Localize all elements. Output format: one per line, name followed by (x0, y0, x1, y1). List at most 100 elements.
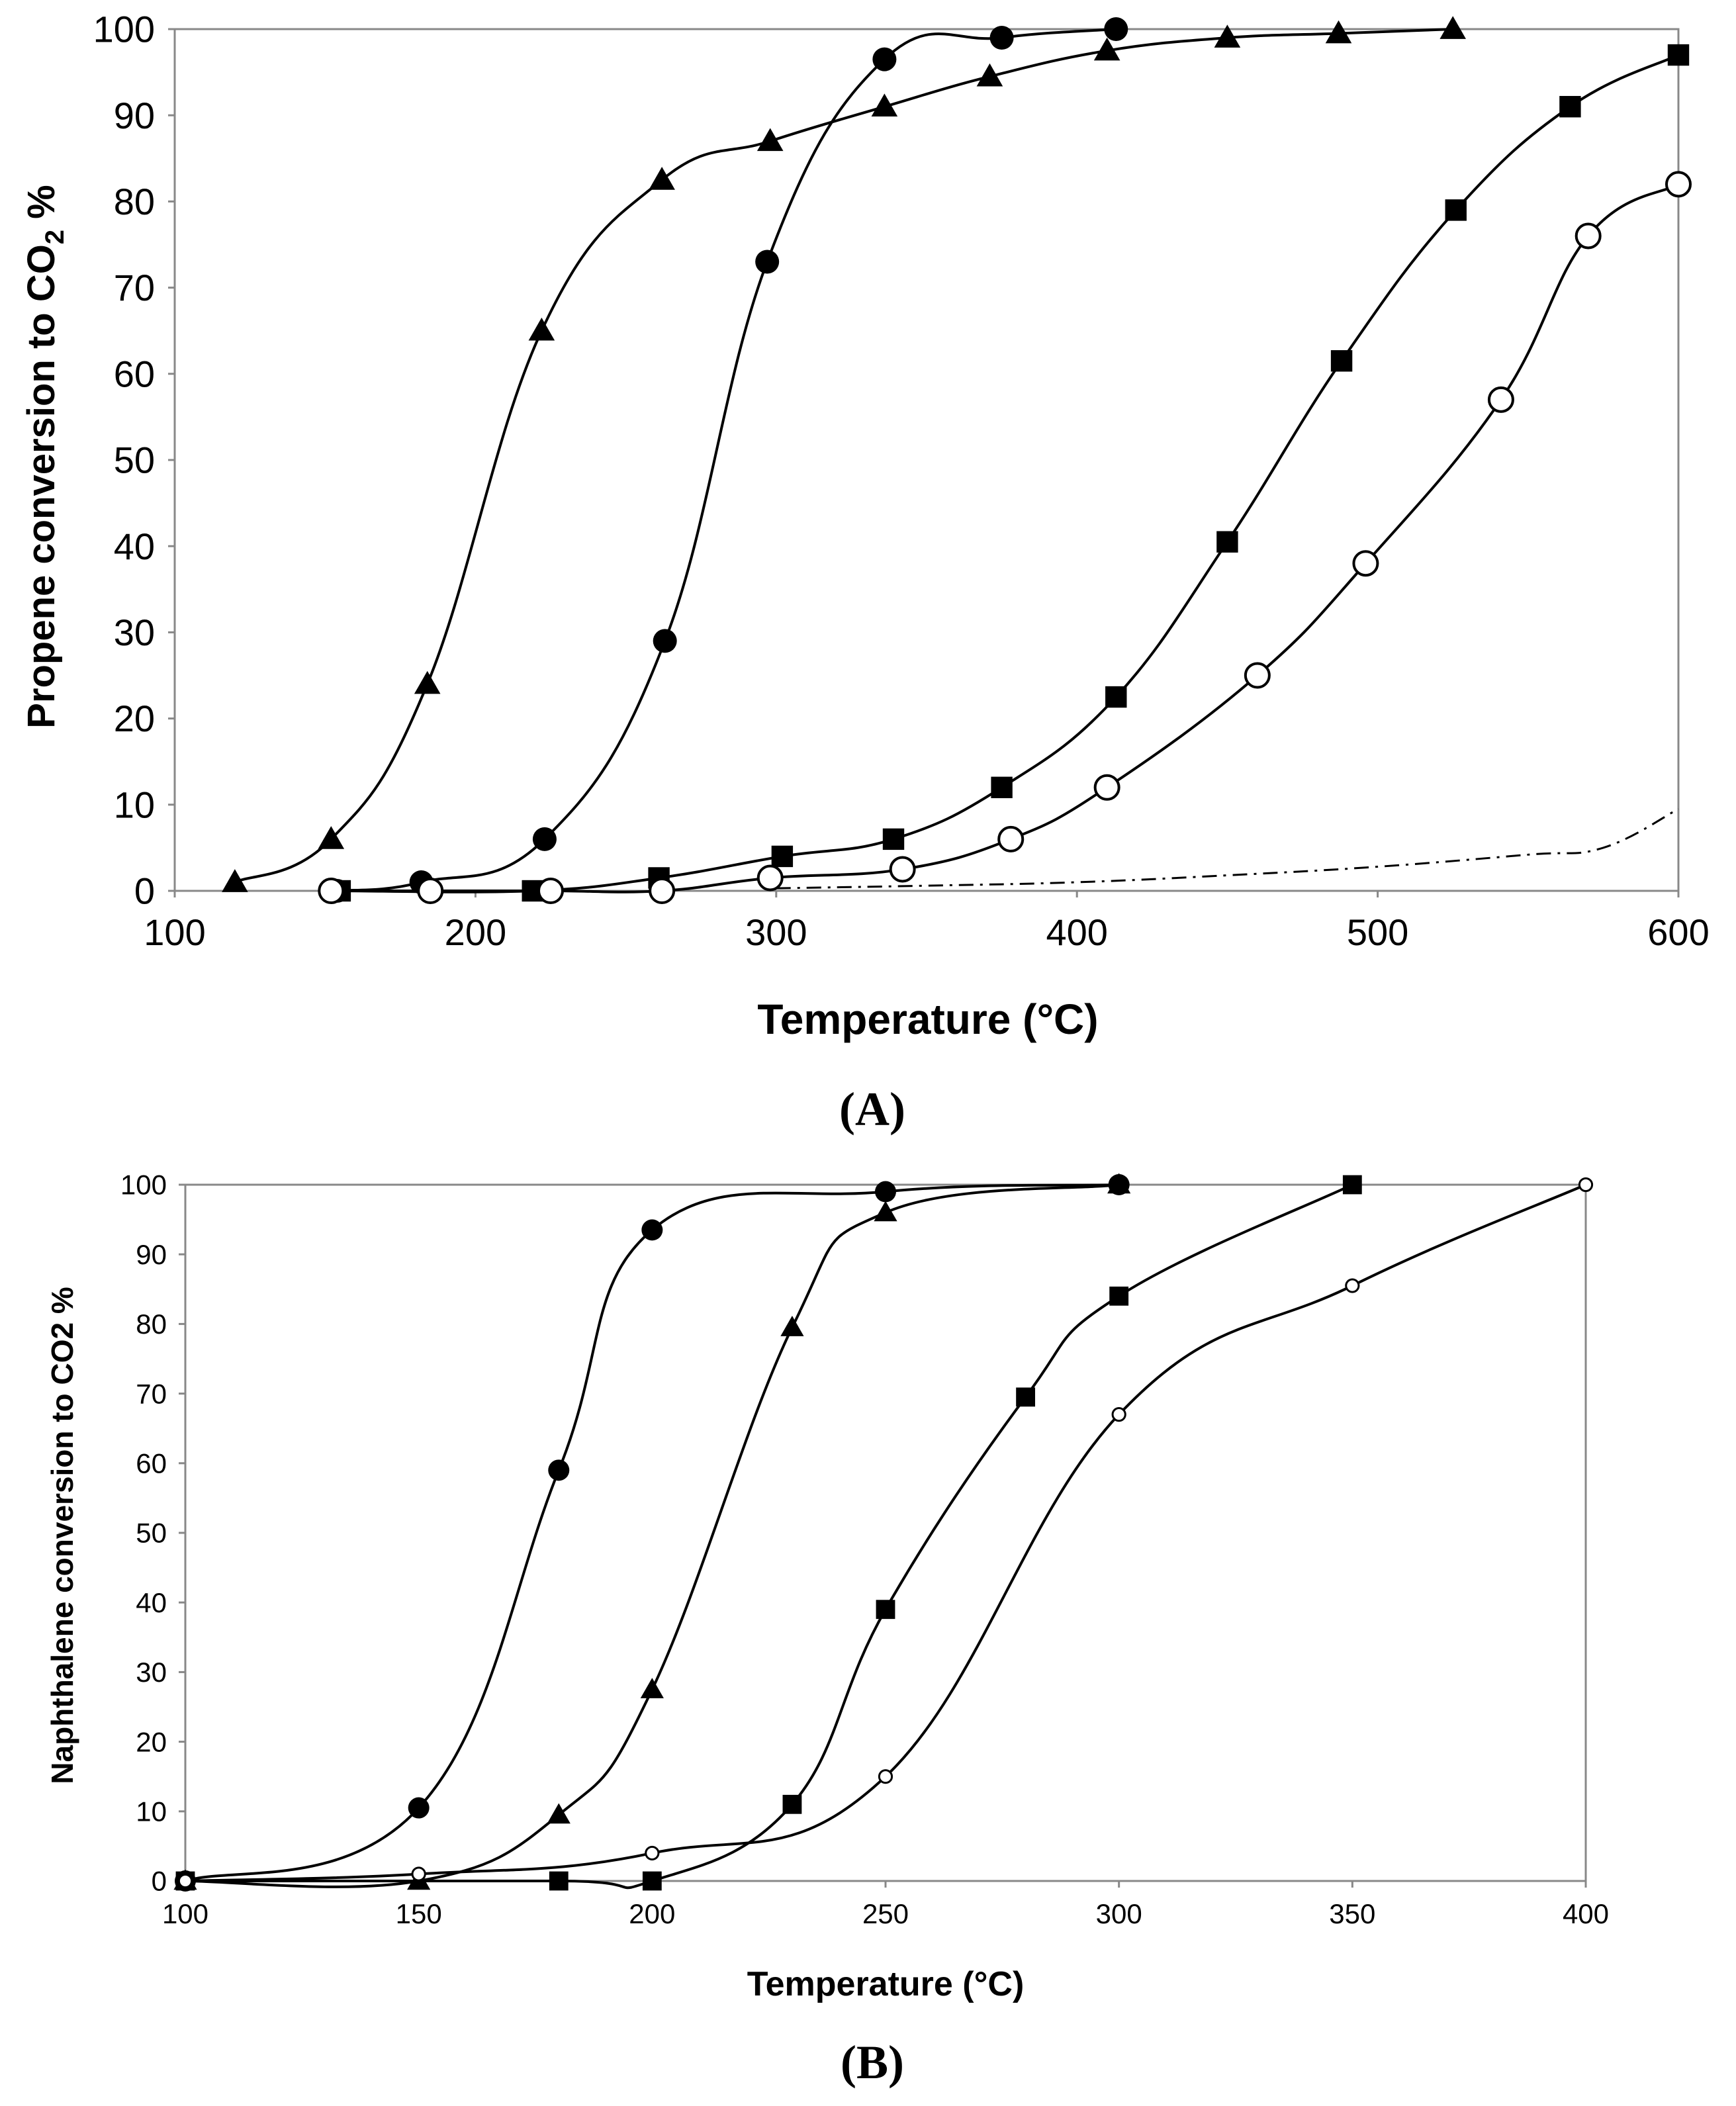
chart-a-y-tick-label: 50 (114, 439, 155, 481)
chart-a-series-circle-open-marker (756, 864, 784, 892)
chart-b-series-circle-open-marker (411, 1866, 426, 1882)
chart-b-y-tick-label: 90 (136, 1239, 167, 1270)
chart-a-x-tick-label: 200 (445, 911, 506, 953)
chart-b-panel-label: (B) (841, 2036, 904, 2089)
chart-b-series-circle-filled (175, 1174, 1130, 1892)
chart-a-series-triangle-marker (649, 167, 675, 190)
chart-b-x-tick-label: 300 (1096, 1898, 1142, 1929)
chart-b: 0 10 20 30 40 50 60 70 80 90 100 100 150 200 250 300 35… (45, 1169, 1609, 2089)
chart-a-series-circle-open-marker (1665, 171, 1692, 198)
chart-a-series-triangle-marker (976, 63, 1003, 87)
chart-a-y-tick-label: 90 (114, 95, 155, 136)
chart-a-series-circle-open-marker (889, 856, 916, 883)
chart-b-y-tick-label: 100 (120, 1169, 167, 1201)
chart-a-series-circle-open-marker (318, 878, 345, 904)
chart-a-series-circle-open-marker (1575, 222, 1602, 250)
chart-b-x-tick-label: 400 (1563, 1898, 1609, 1929)
chart-b-y-tick-label: 20 (136, 1726, 167, 1757)
chart-a-series-triangle-marker (528, 317, 555, 341)
chart-a-series-square-line (340, 54, 1679, 893)
chart-b-series-circle-open-marker (1111, 1407, 1126, 1422)
chart-a-x-tick-label: 400 (1046, 911, 1107, 953)
chart-b-y-tick-label: 40 (136, 1587, 167, 1618)
chart-a-panel-label: (A) (839, 1083, 905, 1136)
chart-a-series-square-marker (991, 776, 1013, 798)
chart-a-series-triangle-line (234, 28, 1453, 884)
chart-b-y-tick-label: 0 (152, 1866, 167, 1897)
chart-b-series-triangle (173, 1173, 1131, 1890)
chart-b-series-triangle-line (185, 1183, 1119, 1888)
chart-a-series-dash-dot-line (776, 807, 1679, 890)
chart-b-x-tick-label: 200 (629, 1898, 675, 1929)
chart-b-series-square-marker (1109, 1286, 1129, 1306)
chart-a-series-square-marker (1105, 686, 1127, 708)
chart-a-y-tick-label: 60 (114, 353, 155, 394)
chart-a-series-triangle (222, 16, 1466, 892)
chart-a-series-circle-open-marker (1244, 662, 1271, 689)
chart-a-series-circle-filled-marker (532, 827, 557, 851)
chart-a-series-square-marker (1445, 199, 1467, 221)
chart-b-series-circle-open (177, 1177, 1594, 1889)
chart-a-series-circle-open-marker (537, 878, 564, 904)
chart-a-series-square-marker (1667, 44, 1690, 66)
chart-b-x-tick-label: 100 (162, 1898, 208, 1929)
chart-a-x-tick-label: 300 (745, 911, 807, 953)
chart-a-x-tick-label: 100 (144, 911, 205, 953)
chart-a-x-tick-label: 600 (1647, 911, 1709, 953)
chart-b-series-circle-open-marker (645, 1845, 660, 1861)
chart-a-series-triangle-marker (1439, 16, 1466, 39)
chart-a-series-square-marker (882, 828, 905, 850)
chart-a-series-triangle-marker (222, 869, 248, 892)
chart-b-series-circle-filled-marker (548, 1459, 570, 1481)
chart-a-y-tick-label: 80 (114, 181, 155, 222)
chart-a-series-circle-open-marker (1487, 386, 1514, 413)
chart-a-y-axis-label-main: Propene conversion to CO (20, 244, 63, 729)
chart-b-series-circle-open-marker (177, 1873, 193, 1889)
chart-b-series-circle-filled-line (185, 1183, 1119, 1882)
chart-b-series-circle-filled-marker (641, 1219, 663, 1241)
chart-a-y-tick-label: 20 (114, 698, 155, 739)
chart-a-series-circle-open-marker (1352, 550, 1379, 577)
chart-b-series-triangle-marker (874, 1201, 897, 1222)
chart-a-series-triangle-marker (414, 670, 441, 694)
chart-a-y-tick-label: 100 (93, 9, 155, 50)
chart-b-series-square-line (185, 1183, 1353, 1890)
chart-a-series-circle-open-marker (997, 825, 1025, 852)
chart-a-series-triangle-marker (1214, 24, 1241, 48)
chart-a-y-axis-label-suffix: % (20, 185, 63, 230)
chart-b-y-axis-label: Naphthalene conversion to CO2 % (45, 1287, 79, 1784)
chart-a-series-circle-open-marker (417, 878, 444, 904)
chart-a-series-square-marker (771, 845, 794, 868)
chart-a-series-circle-filled-marker (989, 26, 1014, 50)
chart-a-y-tick-label: 40 (114, 526, 155, 567)
chart-b-series-triangle-marker (1107, 1173, 1131, 1194)
chart-a-x-tick-label: 500 (1347, 911, 1408, 953)
chart-b-y-tick-label: 60 (136, 1448, 167, 1479)
chart-a-y-tick-label: 0 (134, 870, 155, 912)
chart-b-series-square-marker (642, 1871, 662, 1891)
chart-a-series-circle-open-marker (1093, 774, 1120, 801)
chart-b-x-axis-label: Temperature (°C) (747, 1965, 1025, 2003)
chart-b-series-square-marker (549, 1871, 569, 1891)
chart-a-series-circle-filled-marker (653, 629, 677, 653)
chart-a-series-square-marker (1559, 95, 1581, 118)
chart-a-y-axis-label: Propene conversion to CO2 % (20, 185, 69, 729)
chart-a: 0 10 20 30 40 50 60 70 80 90 100 100 200 300 400 500 60… (20, 9, 1710, 1136)
chart-b-y-tick-label: 50 (136, 1518, 167, 1549)
chart-a-series-circle-filled-marker (1104, 17, 1128, 41)
chart-b-series-triangle-marker (780, 1316, 804, 1336)
chart-a-series-circle-filled-line (337, 28, 1117, 892)
chart-b-y-tick-label: 10 (136, 1796, 167, 1827)
chart-a-plot-area (173, 28, 1680, 892)
chart-a-series-triangle-marker (318, 826, 345, 849)
chart-b-x-tick-label: 150 (396, 1898, 442, 1929)
chart-a-series-circle-filled-marker (872, 47, 897, 71)
chart-b-series-circle-open-marker (1578, 1177, 1594, 1193)
chart-b-series-circle-filled-marker (408, 1797, 430, 1819)
chart-a-y-tick-label: 70 (114, 267, 155, 308)
chart-b-series-square-marker (1342, 1175, 1362, 1195)
chart-b-x-tick-label: 350 (1329, 1898, 1375, 1929)
chart-b-series-circle-open-marker (878, 1769, 893, 1784)
chart-a-y-axis-label-sub: 2 (40, 230, 69, 244)
